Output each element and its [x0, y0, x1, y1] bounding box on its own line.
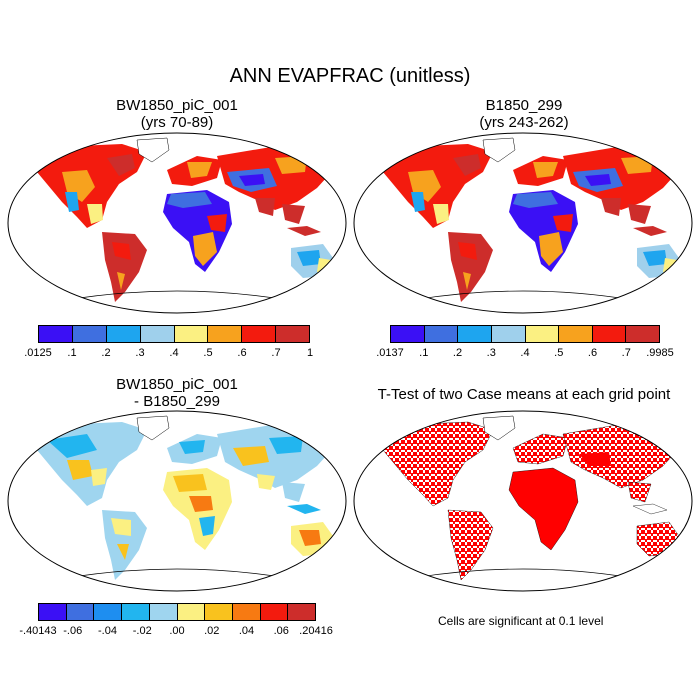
colorbar-2-swatch: [391, 326, 425, 342]
colorbar-3-swatch: [260, 604, 289, 620]
colorbar-3: [38, 603, 316, 621]
map-panel-2: [353, 132, 693, 314]
colorbar-1-tick-label: .1: [67, 347, 77, 359]
colorbar-3-swatch: [122, 604, 150, 620]
colorbar-2-swatch: [626, 326, 659, 342]
panel-1-title-line1: BW1850_piC_001: [116, 97, 238, 114]
map-1-boundary: [7, 132, 347, 314]
colorbar-2-swatch: [592, 326, 627, 342]
colorbar-3-labels: -.40143 -.06 -.04 -.02 .00 .02 .04 .06 .20416: [19, 625, 332, 639]
colorbar-3-swatch: [288, 604, 316, 620]
panel-4-title-line1: T-Test of two Case means at each grid po…: [377, 386, 671, 403]
colorbar-3-tick-label: -.40143: [19, 625, 57, 637]
colorbar-1-labels: .0125 .1 .2 .3 .4 .5 .6 .7 1: [24, 347, 314, 361]
panel-2-title-line2: (yrs 243-262): [479, 114, 569, 131]
colorbar-3-swatch: [149, 604, 178, 620]
colorbar-3-tick-label: -.06: [63, 625, 83, 637]
colorbar-1-tick-label: .6: [237, 347, 247, 359]
colorbar-2: [390, 325, 660, 343]
colorbar-1-tick-label: .4: [169, 347, 179, 359]
map-4-boundary: [353, 410, 693, 592]
panel-3-title-line2: - B1850_299: [134, 393, 220, 410]
colorbar-2-tick-label: .1: [419, 347, 429, 359]
colorbar-1-swatch: [276, 326, 309, 342]
colorbar-2-tick-label: .3: [486, 347, 496, 359]
panel-3-title: BW1850_piC_001 - B1850_299: [27, 376, 327, 410]
colorbar-3-tick-label: .20416: [299, 625, 333, 637]
colorbar-1-swatch: [140, 326, 175, 342]
colorbar-3-swatch: [66, 604, 95, 620]
colorbar-2-swatch: [491, 326, 526, 342]
colorbar-3-swatch: [94, 604, 123, 620]
map-4-significance: [372, 415, 684, 581]
map-2-continents: [373, 137, 683, 302]
map-panel-1: [7, 132, 347, 314]
colorbar-1-swatch: [106, 326, 141, 342]
panel-3-title-line1: BW1850_piC_001: [116, 376, 238, 393]
colorbar-3-tick-label: .02: [204, 625, 220, 637]
colorbar-1: [38, 325, 310, 343]
colorbar-2-tick-label: .6: [587, 347, 598, 359]
map-3-boundary: [7, 410, 347, 592]
colorbar-3-tick-label: .06: [273, 625, 289, 637]
colorbar-3-swatch: [177, 604, 206, 620]
colorbar-1-tick-label: .3: [135, 347, 145, 359]
map-3-continents: [27, 415, 337, 580]
colorbar-2-swatch: [525, 326, 560, 342]
colorbar-2-labels: .0137 .1 .2 .3 .4 .5 .6 .7 .9985: [376, 347, 674, 361]
map-1-continents: [27, 137, 337, 302]
colorbar-3-tick-label: .04: [238, 625, 255, 637]
colorbar-1-tick-label: .5: [203, 347, 213, 359]
colorbar-2-tick-label: .4: [520, 347, 530, 359]
colorbar-3-tick-label: -.04: [98, 625, 117, 637]
colorbar-1-swatch: [174, 326, 209, 342]
colorbar-2-tick-label: .9985: [646, 347, 674, 359]
map-panel-4: [353, 410, 693, 592]
colorbar-1-swatch: [72, 326, 107, 342]
colorbar-1-tick-label: .7: [271, 347, 281, 359]
colorbar-2-swatch: [559, 326, 593, 342]
colorbar-3-swatch: [39, 604, 67, 620]
colorbar-2-tick-label: .5: [554, 347, 564, 359]
colorbar-3-swatch: [205, 604, 233, 620]
colorbar-1-tick-label: 1: [306, 347, 314, 359]
colorbar-1-tick-label: .2: [101, 347, 111, 359]
colorbar-2-tick-label: .0137: [376, 347, 404, 359]
colorbar-2-tick-label: .7: [621, 347, 631, 359]
colorbar-3-tick-label: .00: [169, 625, 185, 637]
colorbar-1-tick-label: .0125: [24, 347, 52, 359]
colorbar-3-swatch: [232, 604, 261, 620]
colorbar-2-tick-label: .2: [452, 347, 463, 359]
colorbar-1-swatch: [39, 326, 73, 342]
colorbar-2-swatch: [424, 326, 459, 342]
colorbar-3-tick-label: -.02: [132, 625, 152, 637]
map-panel-3: [7, 410, 347, 592]
colorbar-2-swatch: [458, 326, 492, 342]
colorbar-1-swatch: [242, 326, 277, 342]
panel-2-title: B1850_299 (yrs 243-262): [374, 97, 674, 131]
map-2-boundary: [353, 132, 693, 314]
significance-note: Cells are significant at 0.1 level: [438, 614, 604, 628]
main-title: ANN EVAPFRAC (unitless): [229, 65, 471, 87]
colorbar-1-swatch: [208, 326, 243, 342]
panel-1-title-line2: (yrs 70-89): [140, 114, 214, 131]
panel-4-title: T-Test of two Case means at each grid po…: [354, 386, 694, 403]
panel-1-title: BW1850_piC_001 (yrs 70-89): [27, 97, 327, 131]
panel-2-title-line1: B1850_299: [485, 97, 563, 114]
